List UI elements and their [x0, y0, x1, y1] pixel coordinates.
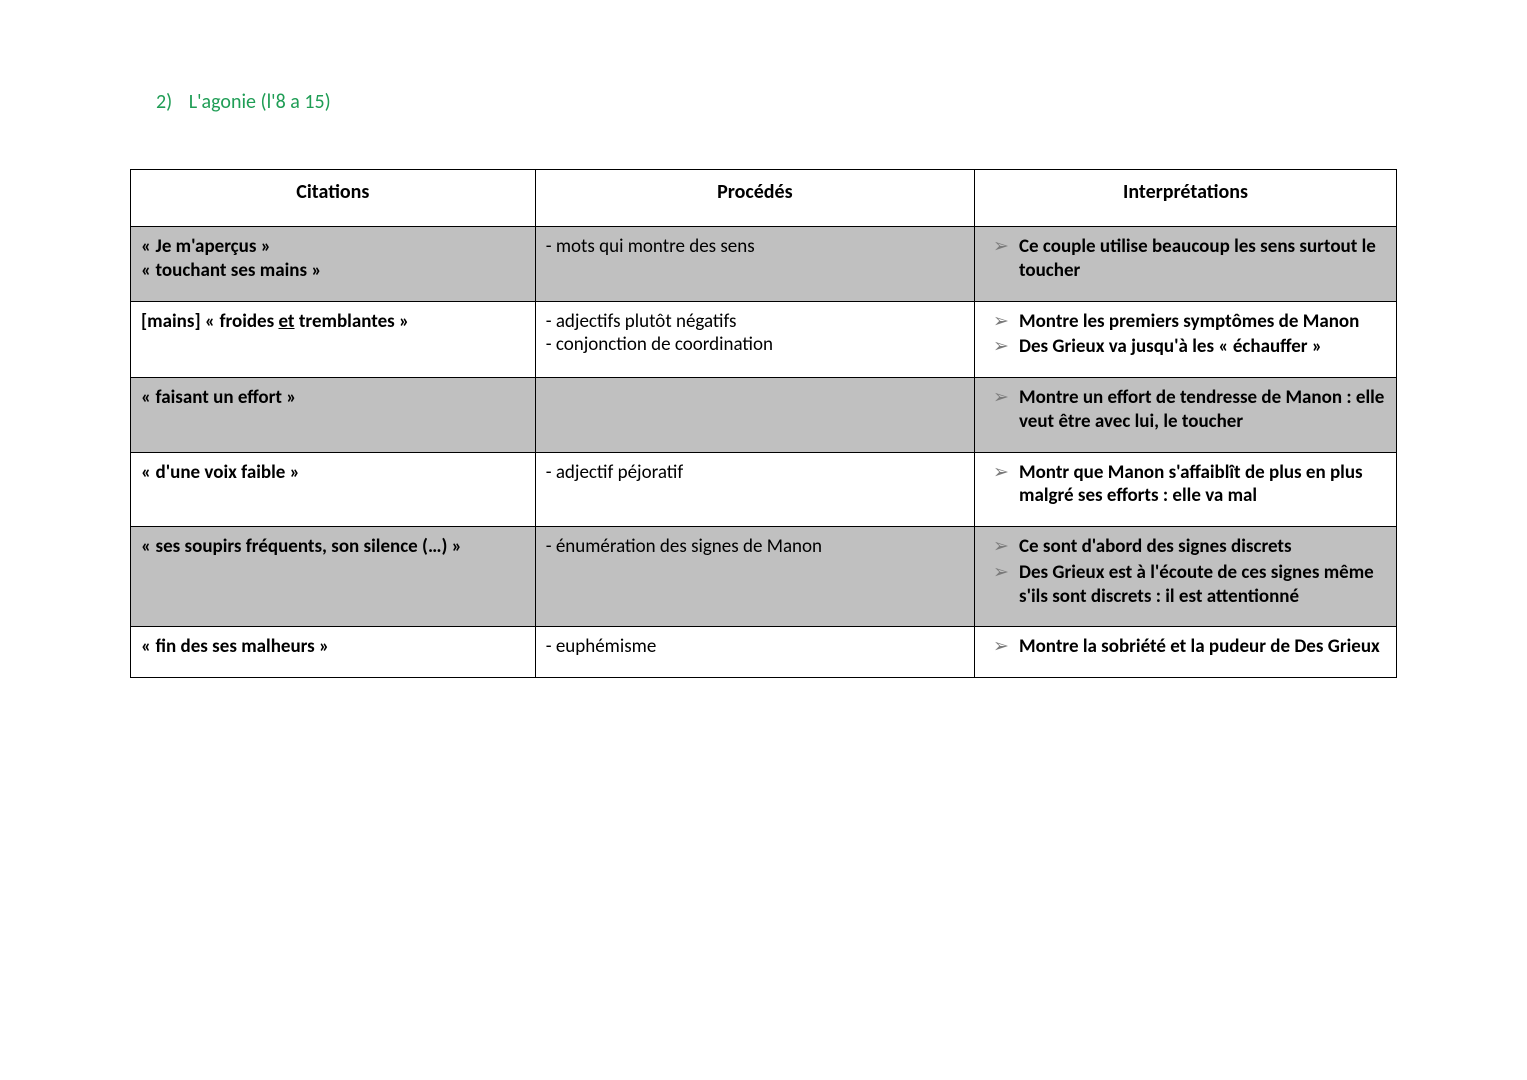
citation-underlined: et: [279, 310, 295, 333]
procedes-cell: - adjectif péjoratif: [535, 452, 974, 527]
citation-line: « faisant un effort »: [141, 386, 296, 409]
procede-line: - adjectif péjoratif: [546, 461, 964, 485]
procedes-cell: - euphémisme: [535, 627, 974, 678]
citation-cell: « Je m'aperçus » « touchant ses mains »: [131, 227, 536, 302]
citation-prefix: [mains] « froides: [141, 310, 279, 333]
table-row: « ses soupirs fréquents, son silence (…)…: [131, 527, 1397, 627]
document-page: 2) L'agonie (l'8 a 15) Citations Procédé…: [0, 0, 1527, 678]
citation-line: « fin des ses malheurs »: [141, 635, 329, 658]
procede-line: - conjonction de coordination: [546, 333, 964, 357]
procede-line: - adjectifs plutôt négatifs: [546, 310, 964, 334]
interp-cell: Ce sont d'abord des signes discrets Des …: [974, 527, 1396, 627]
table-row: [mains] « froides et tremblantes » - adj…: [131, 301, 1397, 378]
table-row: « fin des ses malheurs » - euphémisme Mo…: [131, 627, 1397, 678]
interp-cell: Montre la sobriété et la pudeur de Des G…: [974, 627, 1396, 678]
interp-item: Montre les premiers symptômes de Manon: [989, 310, 1386, 334]
citation-line: « touchant ses mains »: [141, 259, 322, 282]
col-header-procedes: Procédés: [535, 170, 974, 227]
citation-line: « Je m'aperçus »: [141, 235, 271, 258]
interp-cell: Ce couple utilise beaucoup les sens surt…: [974, 227, 1396, 302]
citation-line: « d'une voix faible »: [141, 461, 300, 484]
citation-cell: « fin des ses malheurs »: [131, 627, 536, 678]
table-row: « faisant un effort » Montre un effort d…: [131, 378, 1397, 453]
analysis-table: Citations Procédés Interprétations « Je …: [130, 169, 1397, 678]
heading-number: 2): [156, 90, 172, 114]
interp-item: Montre la sobriété et la pudeur de Des G…: [989, 635, 1386, 659]
interp-item: Ce couple utilise beaucoup les sens surt…: [989, 235, 1386, 283]
interp-cell: Montre les premiers symptômes de Manon D…: [974, 301, 1396, 378]
heading-title: L'agonie (l'8 a 15): [189, 90, 331, 114]
col-header-interp: Interprétations: [974, 170, 1396, 227]
citation-suffix: tremblantes »: [295, 310, 410, 333]
table-header-row: Citations Procédés Interprétations: [131, 170, 1397, 227]
section-heading: 2) L'agonie (l'8 a 15): [156, 90, 1397, 114]
procede-line: - euphémisme: [546, 635, 964, 659]
interp-item: Ce sont d'abord des signes discrets: [989, 535, 1386, 559]
col-header-citations: Citations: [131, 170, 536, 227]
citation-cell: [mains] « froides et tremblantes »: [131, 301, 536, 378]
interp-cell: Montr que Manon s'affaiblît de plus en p…: [974, 452, 1396, 527]
interp-item: Des Grieux est à l'écoute de ces signes …: [989, 561, 1386, 609]
procede-line: - mots qui montre des sens: [546, 235, 964, 259]
interp-item: Des Grieux va jusqu'à les « échauffer »: [989, 335, 1386, 359]
procedes-cell: - adjectifs plutôt négatifs - conjonctio…: [535, 301, 974, 378]
procede-line: - énumération des signes de Manon: [546, 535, 964, 559]
interp-item: Montr que Manon s'affaiblît de plus en p…: [989, 461, 1386, 509]
procedes-cell: [535, 378, 974, 453]
procedes-cell: - énumération des signes de Manon: [535, 527, 974, 627]
citation-line: « ses soupirs fréquents, son silence (…)…: [141, 535, 462, 558]
table-row: « Je m'aperçus » « touchant ses mains » …: [131, 227, 1397, 302]
interp-cell: Montre un effort de tendresse de Manon :…: [974, 378, 1396, 453]
procedes-cell: - mots qui montre des sens: [535, 227, 974, 302]
interp-item: Montre un effort de tendresse de Manon :…: [989, 386, 1386, 434]
citation-cell: « d'une voix faible »: [131, 452, 536, 527]
citation-cell: « faisant un effort »: [131, 378, 536, 453]
citation-cell: « ses soupirs fréquents, son silence (…)…: [131, 527, 536, 627]
table-row: « d'une voix faible » - adjectif péjorat…: [131, 452, 1397, 527]
